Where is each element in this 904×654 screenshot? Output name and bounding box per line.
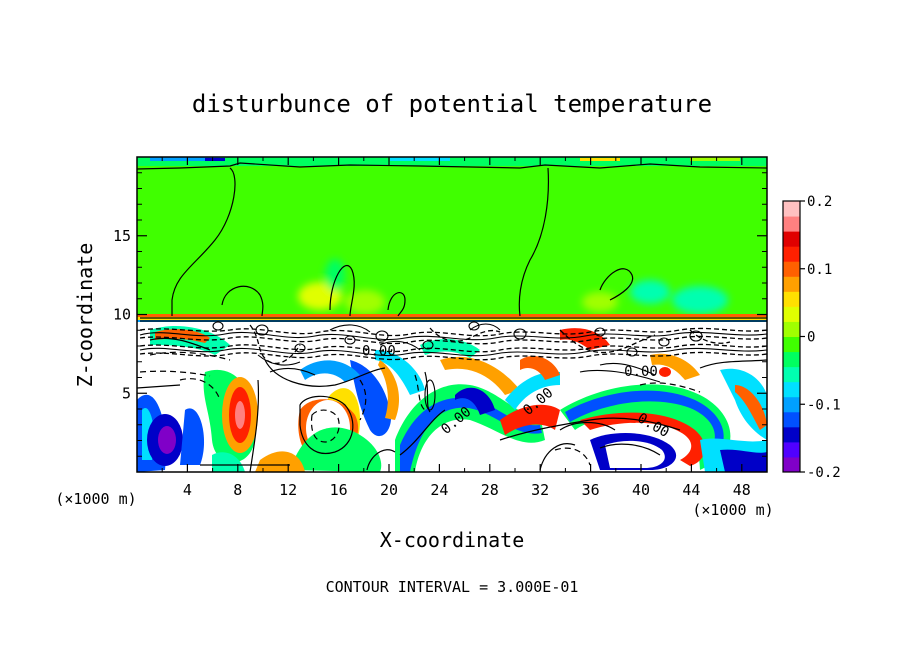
x-tick-label: 40	[632, 481, 650, 499]
x-tick-label: 32	[531, 481, 549, 499]
colorbar-swatch	[783, 246, 800, 262]
plot-area: 0.000.000.000.000.000.000.00	[137, 157, 767, 472]
colorbar-tick-label: -0.2	[807, 465, 841, 481]
colorbar-swatch	[783, 216, 800, 232]
small-contour-loops	[212, 321, 703, 411]
dense-contour-band-solid	[139, 323, 767, 383]
colorbar-tick-label: -0.1	[807, 397, 841, 413]
colorbar-swatch	[783, 381, 800, 398]
y-unit-label: (×1000 m)	[55, 490, 136, 508]
x-tick-label: 48	[733, 481, 751, 499]
x-tick-label: 4	[183, 481, 192, 499]
colorbar: 0.2 0.1 0 -0.1 -0.2	[782, 194, 841, 481]
colorbar-swatch	[783, 456, 800, 473]
colorbar-tick-label: 0.2	[807, 194, 832, 210]
contour-lines	[137, 162, 767, 472]
x-tick-label: 16	[330, 481, 348, 499]
x-tick-label: 20	[380, 481, 398, 499]
x-tick-label: 44	[682, 481, 700, 499]
y-tick-label: 10	[113, 306, 131, 324]
colorbar-swatch	[783, 351, 800, 368]
colorbar-swatch	[783, 321, 800, 337]
x-axis: 4 8 12 16 20 24 28 32 36 40 44 48	[161, 157, 751, 499]
y-axis: 5 10 15	[113, 172, 767, 457]
x-unit-label: (×1000 m)	[692, 501, 773, 519]
y-tick-label: 5	[122, 384, 131, 402]
colorbar-swatch	[783, 231, 800, 247]
colorbar-swatch	[783, 336, 800, 353]
contour-label: 0.00	[362, 344, 396, 360]
colorbar-swatch	[783, 261, 800, 277]
colorbar-swatch	[783, 426, 800, 443]
colorbar-swatch	[783, 276, 800, 292]
colorbar-swatch	[783, 201, 800, 217]
colorbar-swatch	[783, 411, 800, 428]
x-tick-label: 28	[481, 481, 499, 499]
x-tick-label: 24	[430, 481, 448, 499]
contour-label: 0.00	[624, 364, 658, 380]
contour-interval-note: CONTOUR INTERVAL = 3.000E-01	[326, 578, 579, 596]
x-axis-title: X-coordinate	[380, 528, 525, 552]
colorbar-tick-label: 0	[807, 330, 815, 346]
y-axis-title: Z-coordinate	[73, 243, 97, 388]
colorbar-swatch	[783, 291, 800, 307]
colorbar-swatch	[783, 441, 800, 458]
colorbar-tick-label: 0.1	[807, 262, 832, 278]
dense-contour-band	[139, 324, 767, 364]
x-tick-label: 36	[582, 481, 600, 499]
chart-title: disturbunce of potential temperature	[192, 90, 712, 118]
x-tick-label: 12	[279, 481, 297, 499]
colorbar-swatch	[783, 396, 800, 413]
y-tick-label: 15	[113, 227, 131, 245]
x-tick-label: 8	[233, 481, 242, 499]
colorbar-swatch	[783, 366, 800, 383]
colorbar-swatch	[783, 306, 800, 322]
upper-layer-fill	[137, 166, 767, 316]
